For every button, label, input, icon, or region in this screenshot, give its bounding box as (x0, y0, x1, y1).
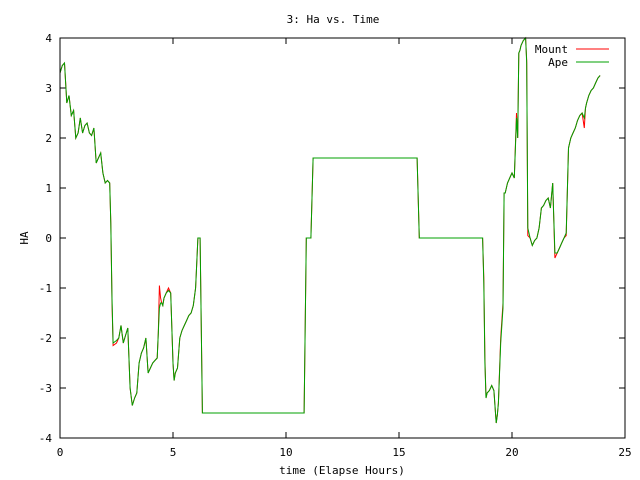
y-tick-label: 4 (45, 32, 52, 45)
axis-ticks: 0 5 10 15 20 25 -4 -3 -2 -1 0 1 2 3 4 (39, 32, 632, 459)
series-line-mount (59, 36, 601, 424)
x-tick-label: 5 (170, 446, 177, 459)
series-line-ape (59, 36, 601, 424)
legend-label-mount: Mount (535, 43, 568, 56)
y-tick-label: -2 (39, 332, 52, 345)
plot-lines (59, 36, 601, 424)
y-tick-label: -1 (39, 282, 52, 295)
y-tick-label: -3 (39, 382, 52, 395)
y-tick-label: 0 (45, 232, 52, 245)
chart-title: 3: Ha vs. Time (287, 13, 380, 26)
y-tick-label: 2 (45, 132, 52, 145)
x-tick-label: 10 (279, 446, 292, 459)
x-tick-label: 15 (392, 446, 405, 459)
x-axis-label: time (Elapse Hours) (279, 464, 405, 477)
y-axis-label: HA (18, 231, 31, 245)
plot-frame (59, 37, 626, 439)
legend-label-ape: Ape (548, 56, 568, 69)
y-tick-label: 1 (45, 182, 52, 195)
x-tick-label: 0 (57, 446, 64, 459)
y-tick-label: -4 (39, 432, 53, 445)
y-tick-label: 3 (45, 82, 52, 95)
x-tick-label: 20 (505, 446, 518, 459)
x-tick-label: 25 (618, 446, 631, 459)
